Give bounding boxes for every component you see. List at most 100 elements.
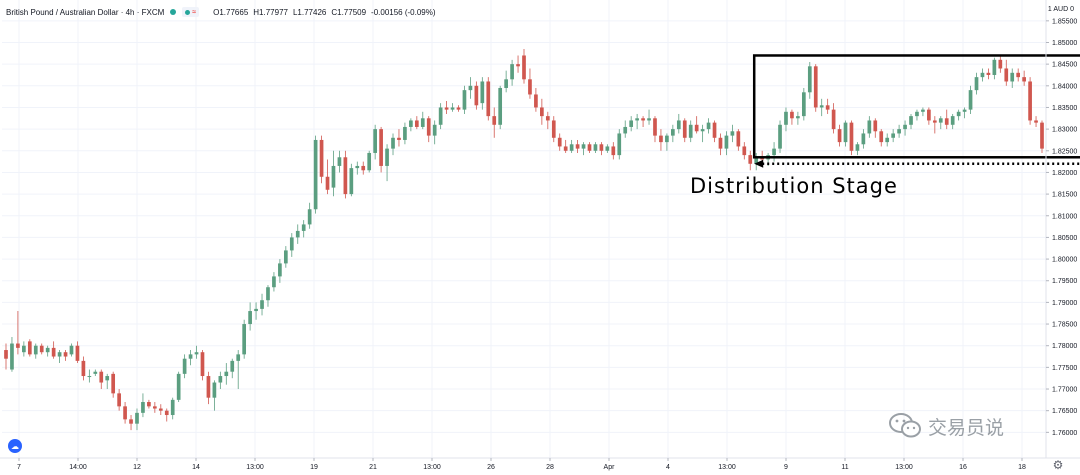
candle-body — [682, 120, 687, 138]
candle — [1004, 59, 1009, 86]
candle-body — [611, 146, 616, 156]
candle — [516, 55, 520, 73]
candle-body — [665, 135, 669, 143]
candle — [45, 345, 50, 357]
gear-icon[interactable]: ⚙ — [1052, 458, 1064, 472]
candle-body — [22, 345, 26, 353]
y-tick-label: 1.76000 — [1052, 430, 1077, 437]
candle-body — [778, 124, 782, 149]
y-tick-label: 1.81500 — [1052, 192, 1077, 199]
candle — [724, 131, 729, 156]
candle-body — [170, 399, 175, 416]
candle-body — [849, 122, 854, 151]
candle-body — [444, 107, 449, 110]
candle-body — [456, 107, 461, 110]
indicator-badge[interactable]: ≈ — [182, 7, 200, 17]
candle — [266, 285, 270, 307]
candle — [932, 116, 937, 134]
candle — [69, 343, 74, 357]
candle — [563, 139, 568, 153]
candle — [260, 293, 264, 316]
candle-body — [903, 124, 907, 130]
candle — [540, 98, 544, 125]
candle-body — [528, 79, 532, 95]
candle — [135, 408, 139, 431]
candle — [623, 120, 628, 138]
candle-body — [1004, 68, 1009, 82]
x-tick-label: 7 — [17, 464, 21, 471]
candle-body — [659, 135, 663, 143]
candle-body — [4, 350, 8, 359]
x-tick-label: Apr — [604, 464, 616, 471]
candle-body — [915, 111, 919, 117]
y-tick-label: 1.83500 — [1052, 105, 1077, 112]
candle — [224, 363, 229, 385]
candle — [534, 87, 538, 112]
y-tick-label: 1.79000 — [1052, 300, 1077, 307]
candle — [790, 109, 794, 125]
candle-body — [212, 382, 217, 398]
candles — [4, 48, 1044, 431]
candle-body — [361, 165, 366, 171]
candle — [188, 350, 193, 366]
currency-label[interactable]: 1 AUD 0 — [1047, 6, 1074, 13]
candle-body — [986, 72, 991, 75]
candle — [367, 150, 372, 173]
candle — [730, 124, 735, 143]
candle — [885, 133, 890, 147]
candle — [141, 393, 145, 418]
y-tick-label: 1.80500 — [1052, 235, 1077, 242]
candle — [355, 161, 360, 175]
candle — [807, 61, 812, 99]
candle — [397, 129, 401, 147]
candle — [295, 224, 300, 244]
candle-body — [391, 137, 395, 149]
candle — [641, 116, 645, 127]
candle — [867, 116, 872, 138]
x-tick-label: 28 — [546, 464, 554, 471]
candle-body — [950, 116, 955, 125]
x-tick-label: 21 — [369, 464, 377, 471]
candle — [158, 404, 163, 416]
candle-body — [403, 126, 407, 140]
candle — [813, 64, 818, 112]
candle-body — [956, 111, 961, 117]
candle — [938, 116, 943, 130]
candle — [843, 120, 848, 147]
candle-body — [385, 148, 389, 166]
tradingview-cloud-icon[interactable]: ☁ — [8, 439, 22, 453]
candle-body — [927, 109, 931, 121]
y-tick-label: 1.77500 — [1052, 365, 1077, 372]
change-value: -0.00156 (-0.09%) — [371, 7, 436, 17]
candle-body — [57, 352, 62, 357]
candle-body — [27, 341, 32, 355]
arrow-head-left — [754, 159, 764, 168]
candle-body — [236, 354, 241, 361]
candle-body — [141, 402, 145, 413]
candle-body — [534, 94, 538, 108]
y-tick-label: 1.82500 — [1052, 148, 1077, 155]
candle — [837, 124, 842, 147]
candle — [391, 133, 395, 156]
y-tick-label: 1.77000 — [1052, 387, 1077, 394]
candle-body — [135, 412, 139, 424]
candle — [87, 369, 92, 383]
candle — [420, 111, 425, 130]
candle-body — [504, 79, 508, 88]
candle — [754, 152, 759, 171]
candle-body — [278, 263, 282, 277]
candle-body — [938, 118, 943, 123]
candle — [289, 233, 294, 257]
close-value: C1.77509 — [331, 7, 367, 17]
candle — [206, 371, 211, 405]
candle-body — [998, 59, 1003, 69]
candle-body — [968, 90, 973, 110]
y-tick-label: 1.78000 — [1052, 343, 1077, 350]
candle — [379, 126, 383, 173]
candle-body — [272, 276, 276, 288]
candle-body — [450, 107, 455, 110]
x-tick-label: 26 — [487, 464, 495, 471]
market-status-icon — [170, 9, 177, 15]
candle-body — [158, 408, 163, 411]
